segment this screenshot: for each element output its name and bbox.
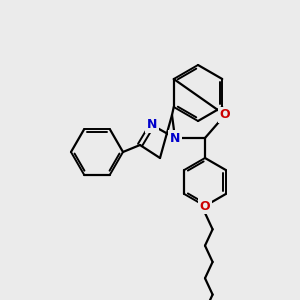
Text: N: N bbox=[147, 118, 157, 131]
Text: N: N bbox=[170, 131, 180, 145]
Text: O: O bbox=[200, 200, 210, 212]
Text: O: O bbox=[220, 109, 230, 122]
